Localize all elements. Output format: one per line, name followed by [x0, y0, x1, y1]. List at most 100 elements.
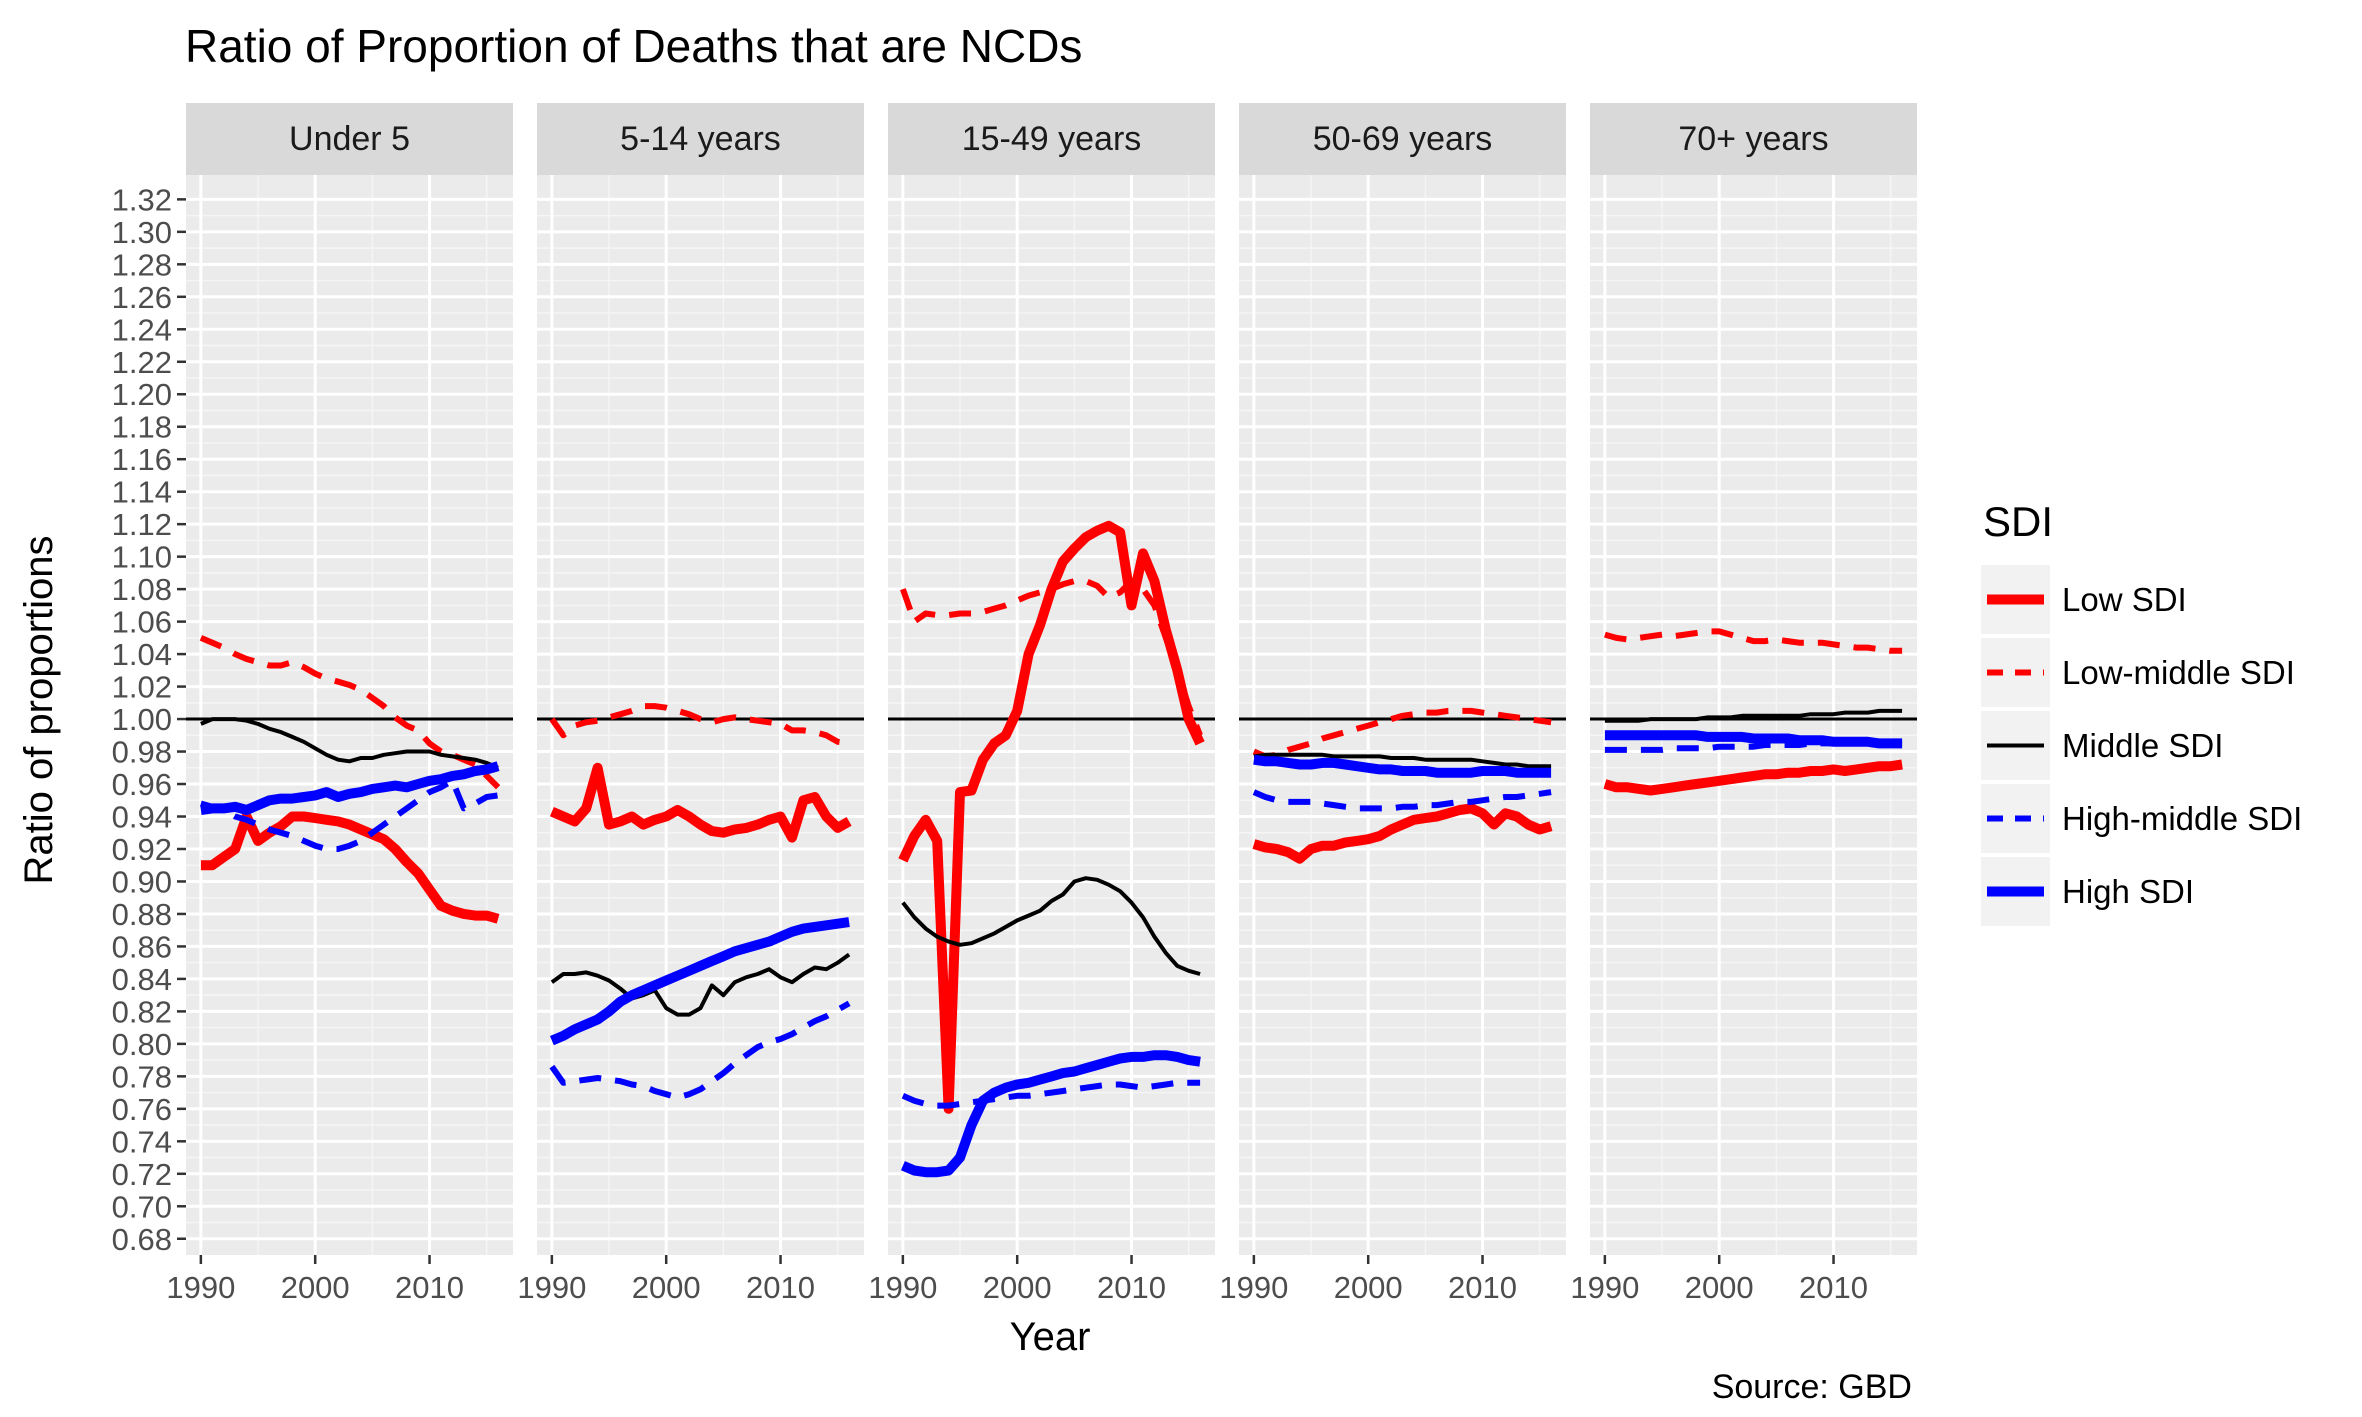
series-line: [1253, 752, 1552, 769]
series-line: [901, 876, 1201, 976]
y-tick-label: 1.02: [112, 670, 172, 705]
x-tick-label: 2010: [395, 1270, 464, 1305]
series-line: [1252, 707, 1552, 760]
y-tick-label: 1.12: [112, 507, 172, 542]
y-tick-label: 1.26: [112, 280, 172, 315]
y-tick-label: 1.32: [112, 182, 172, 217]
series-line: [549, 762, 852, 843]
series-line: [1604, 628, 1903, 654]
y-axis-title: Ratio of proportions: [17, 535, 61, 884]
y-tick-label: 0.90: [112, 864, 172, 899]
y-tick-label: 0.74: [112, 1124, 172, 1159]
y-tick-label: 0.98: [112, 735, 172, 770]
x-tick-label: 2000: [281, 1270, 350, 1305]
facet-panel: 70+ years 1990 2000 2010: [1570, 103, 1917, 1305]
series-line: [549, 703, 850, 747]
y-tick-label: 1.18: [112, 410, 172, 445]
x-tick-label: 2010: [1799, 1270, 1868, 1305]
facet-panels: Under 5 1990 2000 2010 5-14 years 1990 2000 201…: [166, 103, 1917, 1305]
y-tick-label: 1.10: [112, 540, 172, 575]
series-line: [549, 1000, 851, 1101]
y-tick-label: 0.86: [112, 929, 172, 964]
source-caption: Source: GBD: [1712, 1368, 1912, 1406]
x-tick-label: 2010: [746, 1270, 815, 1305]
series-line: [1604, 730, 1903, 749]
series-line: [1252, 789, 1552, 812]
series-line: [200, 761, 500, 815]
y-tick-label: 0.72: [112, 1157, 172, 1192]
legend-label: High-middle SDI: [2062, 800, 2302, 837]
y-tick-label: 1.20: [112, 377, 172, 412]
y-tick-label: 0.70: [112, 1189, 172, 1224]
series-line: [1253, 754, 1552, 778]
y-tick-label: 0.96: [112, 767, 172, 802]
facet-panel: Under 5 1990 2000 2010: [166, 103, 513, 1305]
facet-strip-label: 5-14 years: [620, 120, 781, 158]
y-tick-label: 1.16: [112, 442, 172, 477]
x-tick-label: 2000: [983, 1270, 1052, 1305]
facet-strip-label: 15-49 years: [962, 120, 1142, 158]
x-tick-label: 1990: [1219, 1270, 1288, 1305]
x-tick-label: 1990: [1570, 1270, 1639, 1305]
series-line: [550, 952, 851, 1017]
facet-strip-label: Under 5: [289, 120, 410, 158]
y-tick-label: 0.88: [112, 897, 172, 932]
y-tick-label: 1.14: [112, 475, 172, 510]
series-line: [1604, 708, 1903, 723]
y-tick-label: 0.82: [112, 994, 172, 1029]
y-tick-label: 1.04: [112, 637, 172, 672]
x-tick-label: 1990: [517, 1270, 586, 1305]
legend-label: Middle SDI: [2062, 727, 2223, 764]
y-tick-label: 0.94: [112, 800, 172, 835]
y-tick-label: 1.28: [112, 247, 172, 282]
series-line: [200, 777, 499, 852]
series-line: [1604, 740, 1903, 753]
series-line: [549, 917, 850, 1046]
legend-title: SDI: [1983, 498, 2053, 545]
facet-strip: [888, 103, 1215, 175]
series-line: [199, 635, 501, 790]
y-tick-label: 0.78: [112, 1059, 172, 1094]
y-tick-label: 1.24: [112, 312, 172, 347]
facet-strip-label: 70+ years: [1678, 120, 1828, 158]
y-tick-label: 1.08: [112, 572, 172, 607]
x-tick-label: 2010: [1448, 1270, 1517, 1305]
x-tick-label: 2010: [1097, 1270, 1166, 1305]
facet-strip: [1590, 103, 1917, 175]
x-tick-label: 1990: [166, 1270, 235, 1305]
series-line: [1603, 759, 1903, 796]
x-tick-label: 2000: [1334, 1270, 1403, 1305]
x-tick-label: 2000: [1685, 1270, 1754, 1305]
facet-strip: [1239, 103, 1566, 175]
y-tick-label: 1.06: [112, 605, 172, 640]
legend-label: High SDI: [2062, 873, 2194, 910]
facet-panel: 50-69 years 1990 2000 2010: [1219, 103, 1566, 1305]
facet-strip: [537, 103, 864, 175]
legend: SDI Low SDI Low-middle SDI Middle SDI High-…: [1981, 498, 2302, 926]
legend-label: Low SDI: [2062, 581, 2187, 618]
chart-title: Ratio of Proportion of Deaths that are N…: [185, 20, 1082, 72]
series-line: [901, 1079, 1201, 1109]
series-line: [1252, 803, 1553, 864]
y-tick-label: 0.68: [112, 1222, 172, 1257]
facet-strip: [186, 103, 513, 175]
facet-panel: 15-49 years 1990 2000 2010: [868, 103, 1215, 1305]
series-line: [900, 578, 1203, 737]
series-line: [898, 520, 1205, 1114]
x-tick-label: 2000: [632, 1270, 701, 1305]
y-tick-label: 0.76: [112, 1092, 172, 1127]
series-line: [900, 1050, 1201, 1178]
legend-label: Low-middle SDI: [2062, 654, 2295, 691]
y-tick-label: 1.30: [112, 215, 172, 250]
x-axis-title: Year: [1010, 1315, 1091, 1359]
y-tick-label: 0.84: [112, 962, 172, 997]
facet-panel: 5-14 years 1990 2000 2010: [517, 103, 864, 1305]
series-line: [200, 717, 499, 770]
y-tick-label: 0.80: [112, 1027, 172, 1062]
facet-strip-label: 50-69 years: [1313, 120, 1493, 158]
y-tick-label: 0.92: [112, 832, 172, 867]
y-tick-label: 1.22: [112, 345, 172, 380]
y-axis: 0.680.700.720.740.760.780.800.820.840.86…: [112, 182, 186, 1257]
x-tick-label: 1990: [868, 1270, 937, 1305]
